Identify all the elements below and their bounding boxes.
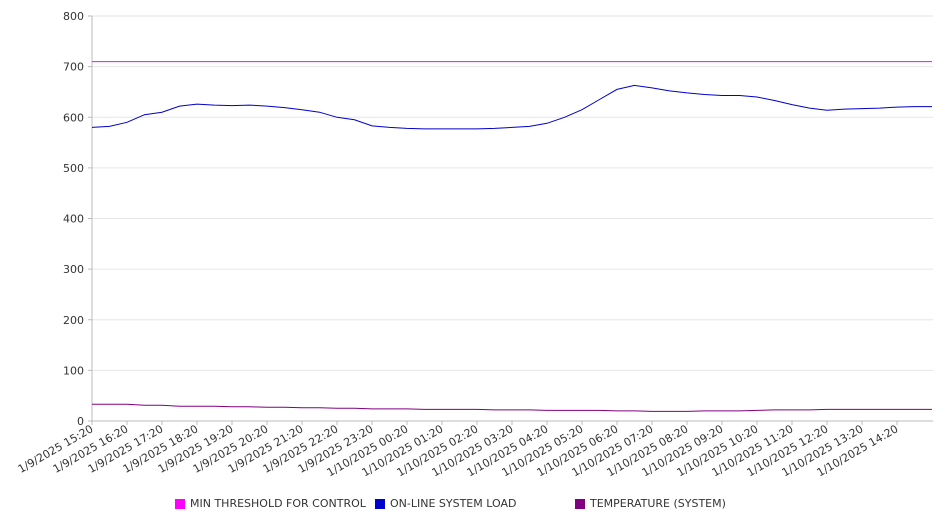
y-tick-label: 100 [63, 364, 84, 377]
legend-item-system-load[interactable]: ON-LINE SYSTEM LOAD [375, 497, 516, 510]
y-tick-label: 700 [63, 61, 84, 74]
y-tick-label: 800 [63, 10, 84, 23]
y-tick-label: 200 [63, 314, 84, 327]
legend-label: TEMPERATURE (SYSTEM) [590, 497, 726, 510]
x-tick-labels: 1/9/2025 15:201/9/2025 16:201/9/2025 17:… [16, 421, 901, 479]
series-line-2 [92, 403, 932, 412]
legend-label: ON-LINE SYSTEM LOAD [390, 497, 517, 510]
y-tick-label: 600 [63, 111, 84, 124]
legend-label: MIN THRESHOLD FOR CONTROL [190, 497, 366, 510]
legend-swatch [575, 498, 585, 509]
series-line-1 [91, 84, 932, 130]
y-tick-label: 500 [63, 162, 84, 175]
legend-item-min-threshold[interactable]: MIN THRESHOLD FOR CONTROL [175, 497, 366, 510]
y-tick-labels: 0 100 200 300 400 500 600 700 800 [63, 10, 92, 428]
legend-swatch [375, 498, 385, 509]
y-tick-label: 400 [63, 213, 84, 226]
legend: MIN THRESHOLD FOR CONTROL ON-LINE SYSTEM… [0, 497, 946, 515]
legend-swatch [175, 498, 185, 509]
y-tick-label: 0 [77, 415, 84, 428]
grid-lines [92, 15, 933, 422]
legend-item-temperature[interactable]: TEMPERATURE (SYSTEM) [575, 497, 726, 510]
series-lines [91, 61, 932, 412]
y-tick-label: 300 [63, 263, 84, 276]
